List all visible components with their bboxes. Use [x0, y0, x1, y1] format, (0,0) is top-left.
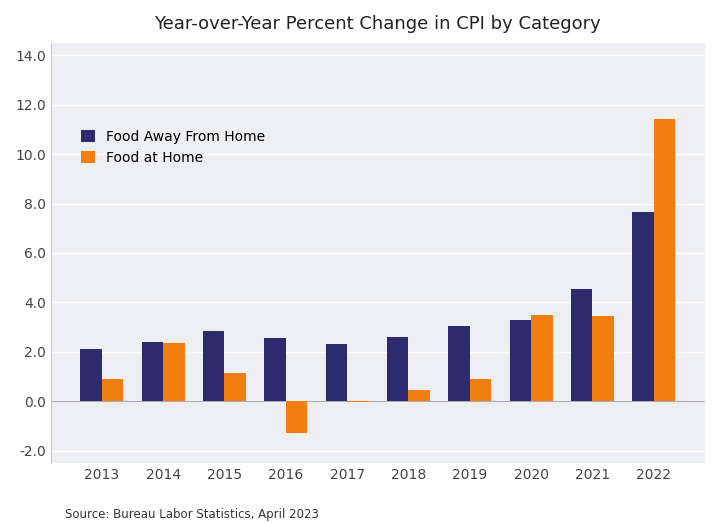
Legend: Food Away From Home, Food at Home: Food Away From Home, Food at Home	[77, 126, 270, 169]
Bar	[203, 331, 225, 401]
Bar	[510, 320, 531, 401]
Text: Source: Bureau Labor Statistics, April 2023: Source: Bureau Labor Statistics, April 2…	[65, 508, 319, 521]
Bar	[325, 344, 347, 401]
Bar	[531, 315, 552, 401]
Bar	[408, 390, 430, 401]
Bar	[347, 401, 369, 402]
Bar	[102, 379, 123, 401]
Bar	[81, 349, 102, 401]
Bar	[163, 343, 184, 401]
Bar	[387, 337, 408, 401]
Bar	[286, 401, 307, 434]
Bar	[632, 212, 654, 401]
Bar	[449, 326, 470, 401]
Bar	[225, 373, 246, 401]
Bar	[264, 338, 286, 401]
Title: Year-over-Year Percent Change in CPI by Category: Year-over-Year Percent Change in CPI by …	[154, 15, 601, 33]
Bar	[654, 119, 675, 401]
Bar	[142, 342, 163, 401]
Bar	[593, 316, 614, 401]
Bar	[571, 289, 593, 401]
Bar	[470, 379, 491, 401]
